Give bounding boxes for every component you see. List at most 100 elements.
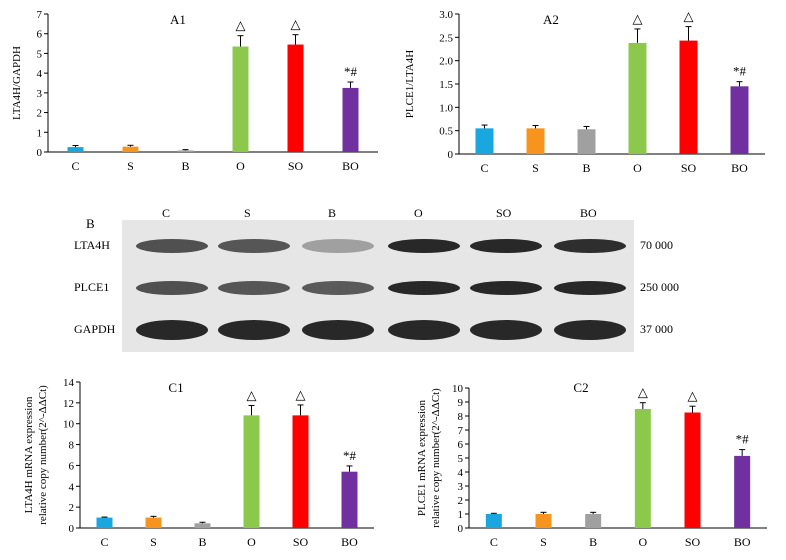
- c1-bar-bo: [341, 471, 358, 528]
- blot-band: [218, 320, 290, 340]
- a2-y-tick-label: 3.0: [439, 9, 453, 21]
- a1-bar-o: [232, 46, 249, 152]
- c2-x-tick-label: C: [490, 535, 498, 549]
- blot-band: [302, 281, 374, 295]
- c1-x-tick-label: C: [100, 535, 108, 549]
- a1-annotation: *#: [344, 64, 358, 79]
- blot-band: [388, 281, 460, 295]
- blot-band: [470, 320, 542, 340]
- a1-y-tick-label: 0: [37, 147, 43, 159]
- c2-x-tick-label: S: [540, 535, 547, 549]
- a1-bar-c: [67, 147, 84, 152]
- a1-y-tick-label: 6: [37, 29, 43, 41]
- c2-y-tick-label: 3: [458, 481, 464, 493]
- c2-bar-o: [634, 409, 651, 528]
- c1-x-tick-label: S: [150, 535, 157, 549]
- c2-bar-bo: [734, 455, 751, 528]
- c2-y-tick-label: 9: [458, 397, 464, 409]
- blot-band: [388, 239, 460, 253]
- blot-band: [218, 281, 290, 295]
- c2-bar-s: [535, 514, 552, 528]
- c1-y-tick-label: 14: [63, 377, 75, 389]
- a1-y-tick-label: 5: [37, 48, 43, 60]
- blot-size-label: 250 000: [640, 280, 679, 294]
- a1-y-tick-label: 7: [37, 9, 43, 21]
- a2-y-tick-label: 2.0: [439, 56, 453, 68]
- c2-y-tick-label: 1: [458, 509, 464, 521]
- a2-bar-c: [475, 128, 494, 154]
- blot-band: [554, 320, 626, 340]
- c1-x-tick-label: BO: [341, 535, 358, 549]
- c2-title: C2: [573, 380, 588, 395]
- a1-x-tick-label: BO: [342, 159, 359, 173]
- c1-bar-s: [145, 517, 162, 528]
- blot-band: [136, 320, 208, 340]
- a2-y-tick-label: 1.5: [439, 79, 453, 91]
- a1-bar-bo: [342, 87, 359, 152]
- a2-y-tick-label: 1.0: [439, 102, 453, 114]
- a1-x-tick-label: B: [181, 159, 189, 173]
- c2-y-tick-label: 4: [458, 467, 464, 479]
- a1-y-tick-label: 4: [37, 68, 43, 80]
- a2-y-tick-label: 0.5: [439, 126, 453, 138]
- blot-row-label: LTA4H: [74, 238, 110, 252]
- c2-y-tick-label: 2: [458, 495, 464, 507]
- c2-annotation: △: [688, 388, 698, 403]
- c1-x-tick-label: SO: [293, 535, 309, 549]
- chart-c2: C2 0 1 2 3 4 5 6 7 8 9 10 PLCE1 mRNA expression relat…: [416, 380, 767, 549]
- c1-bar-o: [243, 415, 260, 528]
- a2-annotation: △: [633, 11, 643, 26]
- a2-title: A2: [543, 12, 559, 27]
- blot-band: [470, 239, 542, 253]
- blot-band: [302, 239, 374, 253]
- c1-y-label-line1: LTA4H mRNA expression: [23, 396, 35, 513]
- a2-x-tick-label: SO: [681, 161, 697, 175]
- a1-x-tick-label: O: [236, 159, 245, 173]
- c1-title: C1: [168, 380, 183, 395]
- c2-y-tick-label: 6: [458, 439, 464, 451]
- a2-x-tick-label: C: [480, 161, 488, 175]
- a2-x-tick-label: S: [532, 161, 539, 175]
- a1-x-tick-label: S: [127, 159, 134, 173]
- blot-row-label: PLCE1: [74, 280, 110, 294]
- c1-y-tick-label: 0: [69, 523, 75, 535]
- blot-band: [302, 320, 374, 340]
- blot-panel-label: B: [86, 216, 95, 231]
- c2-bar-c: [485, 514, 502, 528]
- a1-y-tick-label: 3: [37, 88, 43, 100]
- c1-y-tick-label: 10: [63, 419, 75, 431]
- a1-y-tick-label: 2: [37, 108, 43, 120]
- c1-y-tick-label: 2: [69, 502, 75, 514]
- a1-bar-b: [177, 150, 194, 152]
- c2-y-tick-label: 10: [452, 383, 464, 395]
- a2-bar-o: [628, 42, 647, 154]
- c1-annotation: △: [247, 387, 257, 402]
- c1-bar-c: [96, 517, 113, 528]
- c1-annotation: *#: [343, 448, 357, 463]
- c2-y-tick-label: 0: [458, 523, 464, 535]
- blot-row-label: GAPDH: [74, 322, 116, 336]
- blot-band: [470, 281, 542, 295]
- a1-bar-s: [122, 146, 139, 152]
- c2-y-tick-label: 5: [458, 453, 464, 465]
- a2-bar-bo: [730, 86, 749, 154]
- blot-band: [218, 239, 290, 253]
- c1-y-tick-label: 4: [69, 481, 75, 493]
- blot-size-label: 37 000: [640, 322, 673, 336]
- c1-x-tick-label: O: [247, 535, 256, 549]
- c1-bar-so: [292, 415, 309, 528]
- chart-a1: A1 0 1 2 3 4 5 6 7 LTA4H/GAPDH C S B △ O △ SO *# BO: [11, 9, 378, 173]
- blot-band: [554, 239, 626, 253]
- western-blot-panel: B C S B O SO BO LTA4H 70 000 PLCE1 250 000 GAPDH 3…: [0, 196, 786, 356]
- blot-size-label: 70 000: [640, 238, 673, 252]
- a2-bar-so: [679, 40, 698, 154]
- a1-annotation: △: [236, 18, 246, 33]
- blot-band: [388, 320, 460, 340]
- chart-c1: C1 0 2 4 6 8 10 12 14 LTA4H mRNA expression relati…: [23, 377, 374, 549]
- a2-bar-s: [526, 128, 545, 154]
- c1-bar-b: [194, 523, 211, 528]
- c2-x-tick-label: B: [589, 535, 597, 549]
- c1-y-tick-label: 12: [63, 398, 74, 410]
- c2-y-tick-label: 7: [458, 425, 464, 437]
- c2-bar-b: [585, 514, 602, 528]
